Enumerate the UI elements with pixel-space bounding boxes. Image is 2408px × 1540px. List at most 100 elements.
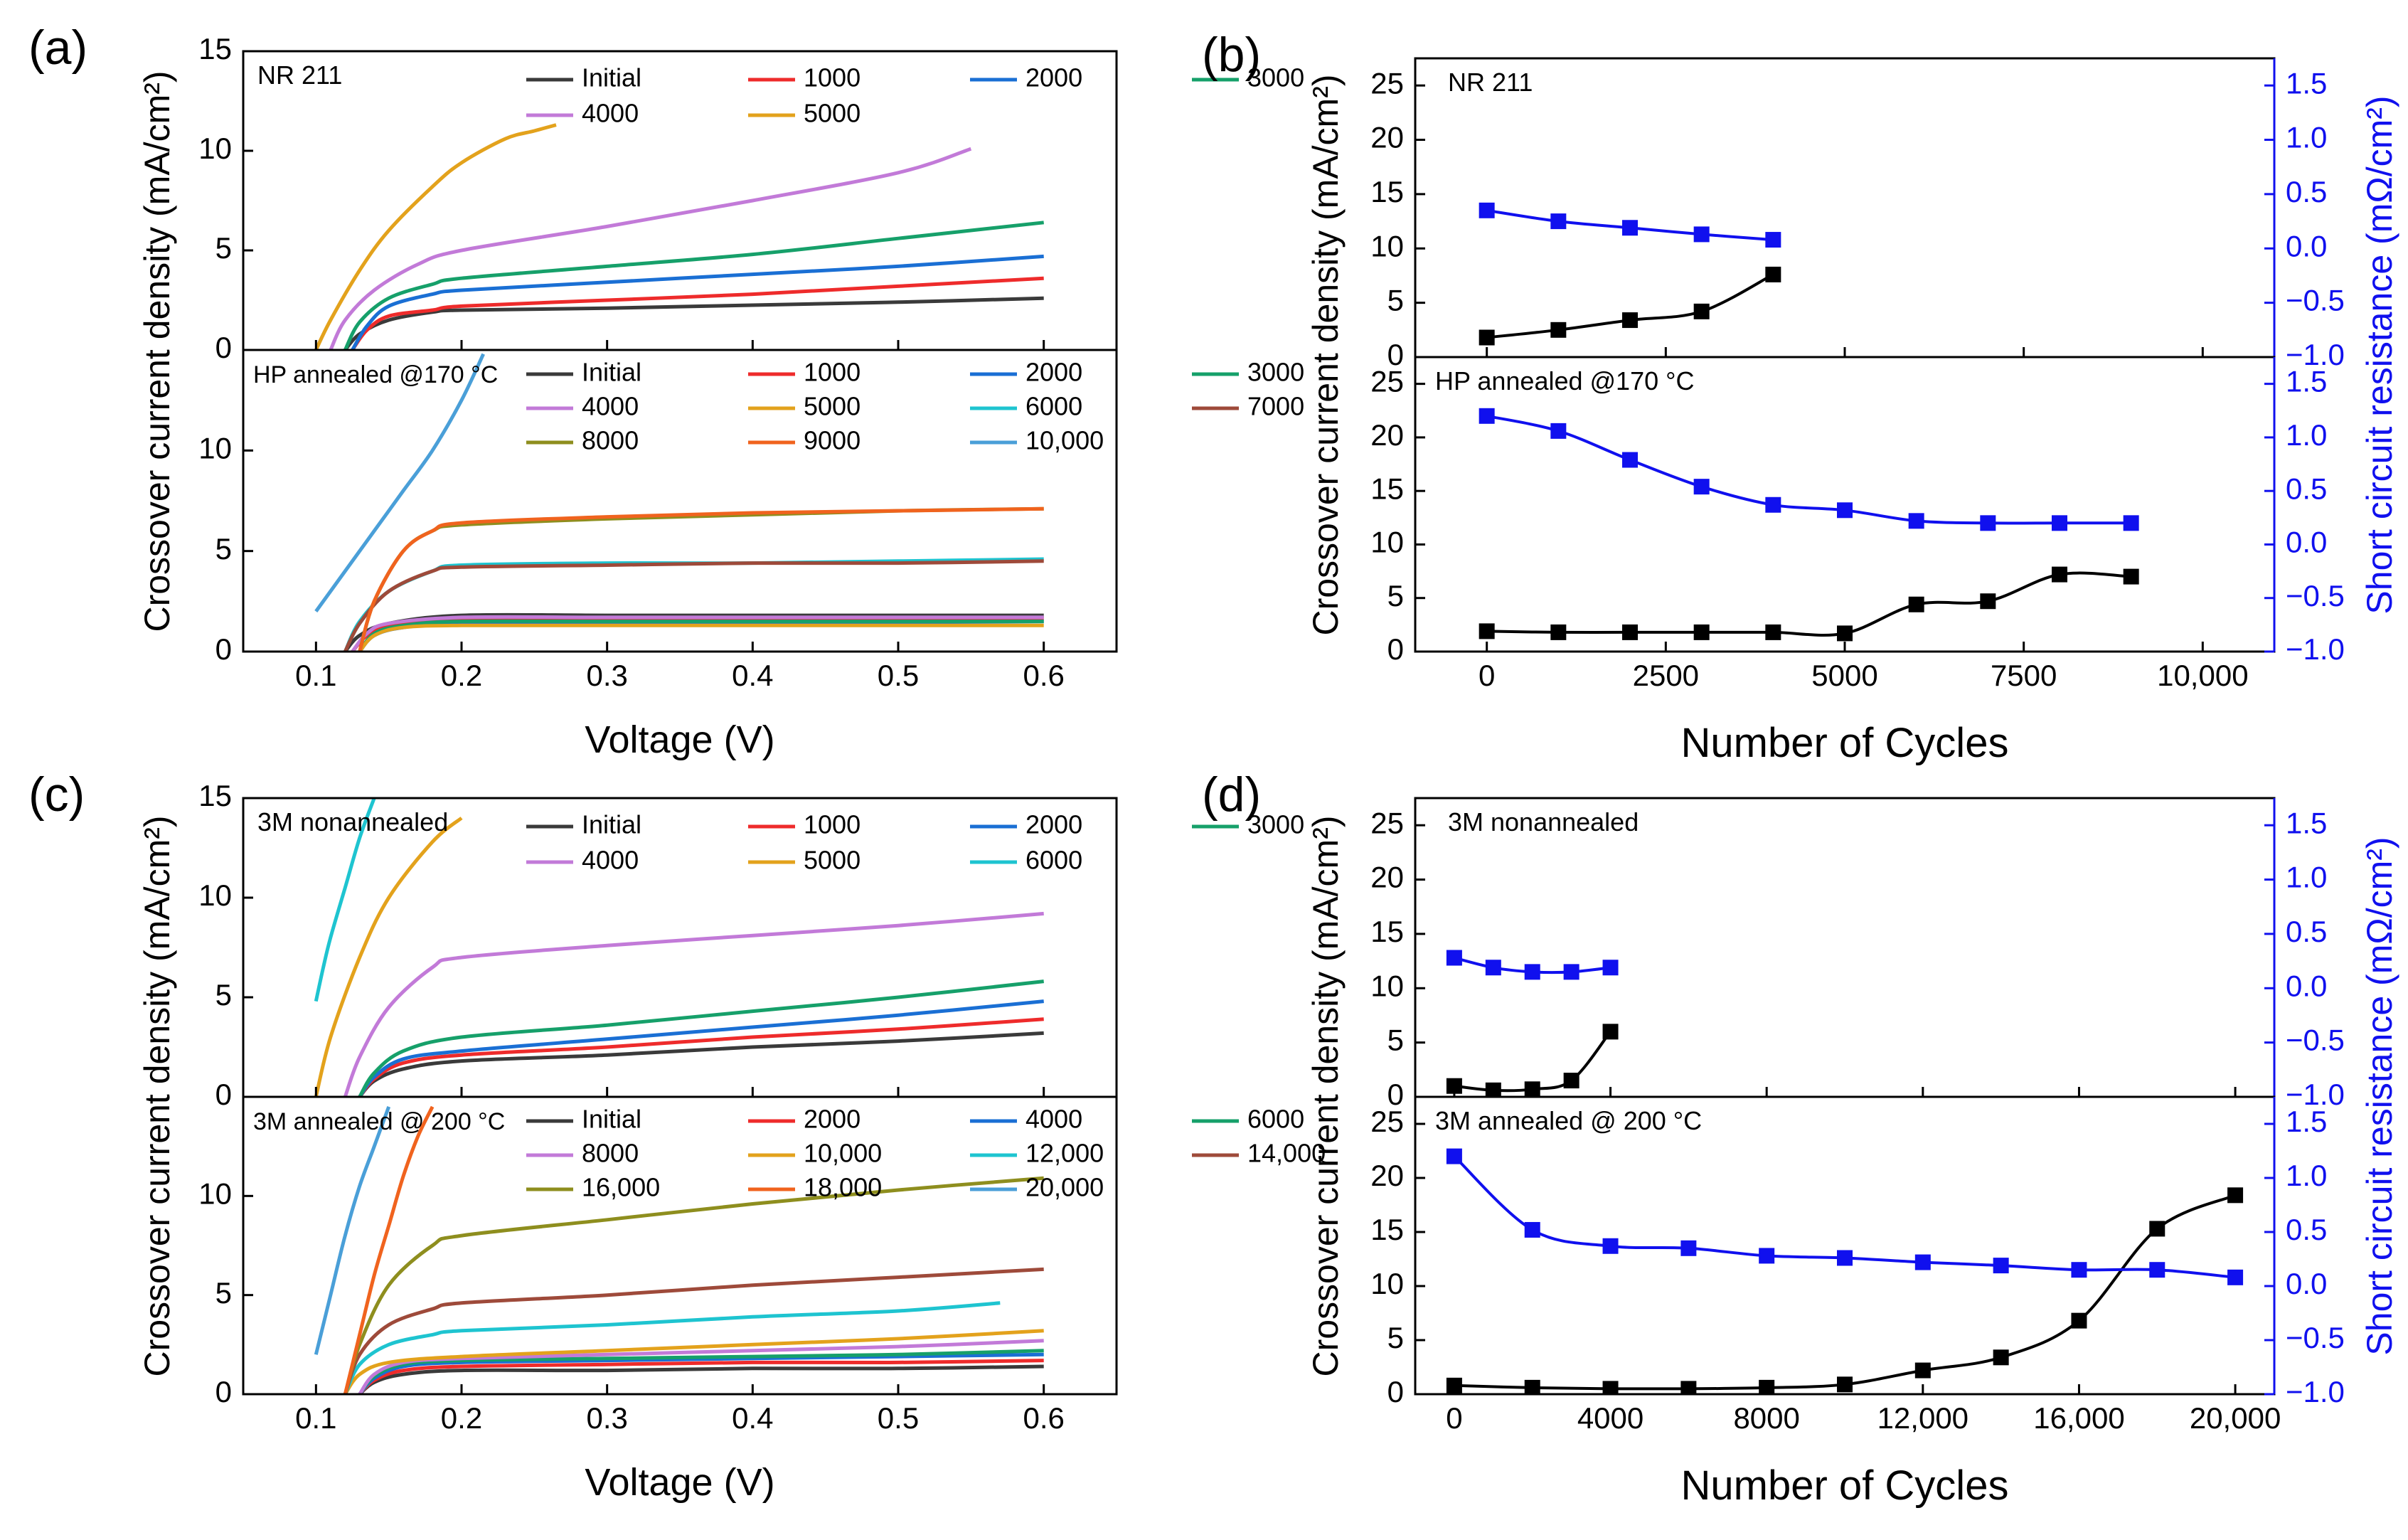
y-tick-bottom-label: 15 bbox=[1370, 472, 1404, 505]
y-tick-top-label: 20 bbox=[1370, 121, 1404, 154]
data-point-right bbox=[2149, 1262, 2165, 1278]
legend-bottom-label: 12,000 bbox=[1025, 1139, 1104, 1168]
x-tick-label: 0.6 bbox=[1023, 1401, 1064, 1435]
x-tick-label: 0.6 bbox=[1023, 659, 1064, 692]
y-axis-label-right: Short circuit resistance (mΩ/cm²) bbox=[2360, 837, 2399, 1355]
axes-frame-bottom bbox=[1414, 1095, 2276, 1396]
axes-frame-bottom bbox=[242, 1095, 1118, 1396]
legend-bottom-label: 2000 bbox=[1025, 358, 1082, 387]
legend-bottom-label: 4000 bbox=[1025, 1105, 1082, 1134]
y-tick-bottom-label: 0 bbox=[215, 1375, 232, 1408]
legend-top-label: 3000 bbox=[1247, 810, 1304, 839]
y-tick-bottom-label: 25 bbox=[1370, 1105, 1404, 1138]
data-point-right bbox=[1680, 1240, 1697, 1256]
data-point-left bbox=[1765, 624, 1781, 640]
data-point-left bbox=[1524, 1379, 1540, 1394]
series-line-left bbox=[1486, 571, 2131, 637]
data-point-right bbox=[1524, 1221, 1540, 1238]
x-tick-label: 0.2 bbox=[441, 659, 482, 692]
data-point-left bbox=[2123, 568, 2139, 585]
series-line-Initial bbox=[358, 1031, 1044, 1097]
data-point-right bbox=[1980, 515, 1996, 531]
y-tick-bottom-label: 5 bbox=[215, 1276, 232, 1310]
y-axis-label-left: Crossover current density (mA/cm²) bbox=[1306, 815, 1346, 1376]
data-point-right bbox=[1602, 960, 1619, 976]
data-point-right bbox=[1524, 964, 1540, 980]
plot-area-c-top bbox=[314, 798, 1044, 1097]
data-point-left bbox=[1908, 596, 1924, 612]
legend-bottom-label: 4000 bbox=[582, 392, 639, 421]
panel-title-top: 3M nonannealed bbox=[1448, 807, 1639, 837]
data-point-right bbox=[2123, 515, 2139, 531]
series-line-20,000 bbox=[314, 1106, 391, 1355]
y-tick-top-label: 5 bbox=[215, 978, 232, 1011]
series-line-5000 bbox=[314, 817, 463, 1097]
series-line-18,000 bbox=[343, 1105, 435, 1394]
series-line-1000 bbox=[351, 276, 1044, 350]
data-point-right bbox=[1446, 950, 1462, 966]
x-axis-label: Voltage (V) bbox=[585, 1461, 774, 1504]
y-tick-top-label: 0 bbox=[215, 331, 232, 364]
series-line-7000 bbox=[343, 559, 1044, 652]
y-tick-bottom-label: 10 bbox=[1370, 526, 1404, 559]
y-tick-top-label: 20 bbox=[1370, 861, 1404, 894]
legend-top-label: 2000 bbox=[1025, 63, 1082, 92]
legend-bottom-label: 2000 bbox=[804, 1105, 861, 1134]
data-point-right bbox=[2071, 1262, 2087, 1278]
y-axis-label-right: Short circuit resistance (mΩ/cm²) bbox=[2360, 95, 2399, 614]
x-tick-label: 0.3 bbox=[586, 659, 627, 692]
y-tick-top-label: 15 bbox=[1370, 915, 1404, 948]
series-line-1000 bbox=[358, 1017, 1044, 1097]
data-point-left bbox=[1602, 1024, 1619, 1040]
data-point-right bbox=[1602, 1238, 1619, 1254]
x-tick-bottom-label: 4000 bbox=[1577, 1401, 1643, 1435]
data-point-left bbox=[1693, 303, 1710, 319]
panel-label: (d) bbox=[1202, 768, 1261, 822]
x-tick-bottom-label: 5000 bbox=[1811, 659, 1877, 692]
data-point-right bbox=[1479, 408, 1495, 424]
data-point-right bbox=[2052, 515, 2067, 531]
legend-top-label: Initial bbox=[582, 63, 641, 92]
series-line-6000 bbox=[343, 557, 1044, 652]
x-tick-label: 0.1 bbox=[295, 659, 336, 692]
y2-tick-bottom-label: −0.5 bbox=[2286, 579, 2345, 612]
legend-bottom-label: 6000 bbox=[1247, 1105, 1304, 1134]
series-line-left bbox=[1486, 273, 1774, 339]
x-tick-label: 0.3 bbox=[586, 1401, 627, 1435]
x-axis-label: Number of Cycles bbox=[1681, 1462, 2009, 1509]
y2-tick-top-label: 0.0 bbox=[2286, 229, 2327, 262]
legend-top-label: 4000 bbox=[582, 846, 639, 875]
data-point-left bbox=[1524, 1081, 1540, 1097]
plot-area-a-bottom bbox=[314, 353, 1044, 652]
data-point-right bbox=[1622, 220, 1638, 236]
data-point-right bbox=[1993, 1258, 2009, 1274]
series-line-6000 bbox=[314, 798, 376, 1002]
y2-tick-bottom-label: 0.5 bbox=[2286, 472, 2327, 505]
y-tick-top-label: 0 bbox=[1387, 338, 1404, 371]
y2-tick-bottom-label: −1.0 bbox=[2286, 1375, 2345, 1408]
series-line-left bbox=[1454, 1194, 2236, 1391]
y-tick-top-label: 10 bbox=[1370, 229, 1404, 262]
y2-tick-bottom-label: −1.0 bbox=[2286, 632, 2345, 666]
legend-bottom-label: 8000 bbox=[582, 426, 639, 455]
series-line-8000 bbox=[358, 506, 1044, 652]
y-tick-bottom-label: 0 bbox=[215, 632, 232, 666]
panel-title-top: NR 211 bbox=[1448, 68, 1533, 97]
y2-tick-bottom-label: 0.5 bbox=[2286, 1213, 2327, 1246]
data-point-left bbox=[1446, 1078, 1462, 1094]
series-line-right bbox=[1486, 414, 2131, 525]
x-tick-label: 0.5 bbox=[878, 659, 919, 692]
legend-bottom-label: 1000 bbox=[804, 358, 861, 387]
data-point-left bbox=[1550, 322, 1567, 338]
legend-top-label: 5000 bbox=[804, 99, 861, 128]
y-tick-top-label: 5 bbox=[1387, 284, 1404, 317]
y-tick-top-label: 15 bbox=[198, 779, 232, 812]
y-tick-bottom-label: 20 bbox=[1370, 418, 1404, 452]
series-line-5000 bbox=[314, 123, 557, 350]
data-point-right bbox=[1446, 1148, 1462, 1164]
series-line-4000 bbox=[343, 911, 1044, 1097]
plot-area-b-top bbox=[1479, 202, 1781, 346]
series-line-2000 bbox=[351, 254, 1044, 350]
x-tick-bottom-label: 0 bbox=[1446, 1401, 1462, 1435]
y-axis-label: Crossover current density (mA/cm²) bbox=[137, 815, 177, 1376]
